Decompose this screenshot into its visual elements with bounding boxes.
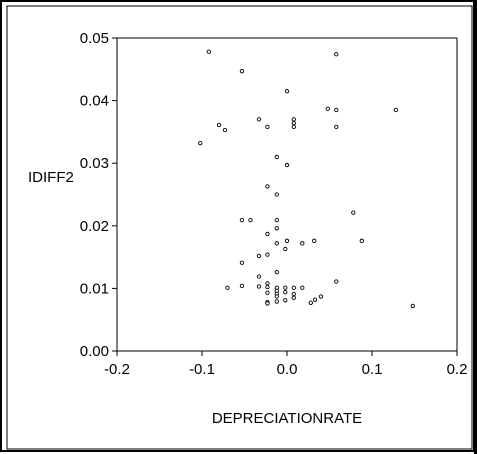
data-point bbox=[265, 252, 270, 257]
data-point bbox=[274, 192, 279, 197]
data-point bbox=[284, 89, 290, 94]
data-point bbox=[274, 226, 279, 231]
x-axis-title: DEPRECIATIONRATE bbox=[212, 410, 362, 427]
data-point bbox=[216, 122, 222, 128]
data-point bbox=[393, 107, 398, 113]
data-point bbox=[274, 299, 279, 304]
data-point bbox=[274, 218, 279, 223]
data-point bbox=[291, 117, 296, 122]
x-axis-ticks: -0.2 -0.1 0.0 0.1 0.2 bbox=[104, 351, 467, 378]
y-tick-label: 0.02 bbox=[80, 218, 109, 235]
data-point bbox=[206, 49, 211, 54]
data-point bbox=[291, 295, 296, 300]
data-point bbox=[291, 120, 296, 126]
x-tick-label: -0.1 bbox=[189, 361, 215, 378]
x-tick-label: 0.1 bbox=[362, 361, 383, 378]
data-point bbox=[359, 238, 364, 243]
x-tick-label: 0.0 bbox=[277, 361, 298, 378]
data-point bbox=[265, 231, 270, 237]
data-point bbox=[291, 291, 296, 297]
data-point bbox=[334, 107, 339, 113]
data-point bbox=[312, 297, 318, 302]
data-point bbox=[239, 260, 245, 265]
data-point bbox=[312, 238, 317, 243]
data-point bbox=[248, 218, 253, 223]
data-point bbox=[239, 69, 245, 74]
data-point bbox=[239, 283, 245, 289]
y-tick-label: 0.05 bbox=[80, 30, 109, 47]
data-point bbox=[274, 154, 279, 160]
data-point bbox=[274, 241, 279, 246]
data-point bbox=[274, 294, 279, 299]
data-point bbox=[225, 285, 230, 290]
data-point bbox=[334, 52, 339, 57]
data-point bbox=[256, 117, 262, 122]
data-point bbox=[283, 246, 288, 252]
data-point bbox=[300, 241, 305, 246]
scatter-points bbox=[198, 49, 415, 309]
data-point bbox=[265, 184, 270, 189]
y-tick-label: 0.04 bbox=[80, 93, 109, 110]
data-point bbox=[351, 210, 356, 215]
data-point bbox=[284, 238, 290, 243]
data-point bbox=[283, 298, 288, 303]
data-point bbox=[291, 124, 296, 130]
data-point bbox=[265, 124, 270, 130]
data-point bbox=[256, 253, 262, 258]
data-point bbox=[291, 285, 296, 290]
data-point bbox=[410, 303, 415, 309]
x-tick-label: -0.2 bbox=[104, 361, 130, 378]
data-point bbox=[300, 285, 305, 290]
data-point bbox=[283, 290, 288, 295]
y-tick-label: 0.00 bbox=[80, 343, 109, 360]
data-point bbox=[283, 285, 288, 290]
data-point bbox=[308, 300, 313, 305]
data-point bbox=[284, 162, 290, 168]
data-point bbox=[256, 274, 262, 279]
y-axis-ticks: 0.00 0.01 0.02 0.03 0.04 0.05 bbox=[80, 30, 117, 360]
data-point bbox=[222, 127, 228, 133]
data-point bbox=[334, 279, 339, 284]
y-axis-title: IDIFF2 bbox=[28, 169, 74, 186]
data-point bbox=[265, 281, 270, 286]
data-point bbox=[334, 124, 339, 130]
data-point bbox=[239, 218, 245, 223]
data-point bbox=[325, 106, 330, 111]
plot-area bbox=[116, 37, 458, 352]
data-point bbox=[265, 290, 270, 295]
y-tick-label: 0.03 bbox=[80, 155, 109, 172]
data-point bbox=[318, 294, 324, 299]
window-border-inner bbox=[6, 5, 473, 450]
x-tick-label: 0.2 bbox=[447, 361, 468, 378]
data-point bbox=[198, 141, 203, 146]
data-point bbox=[256, 284, 262, 289]
data-point bbox=[265, 301, 270, 306]
data-point bbox=[265, 284, 270, 290]
y-tick-label: 0.01 bbox=[80, 280, 109, 297]
data-point bbox=[274, 269, 279, 275]
